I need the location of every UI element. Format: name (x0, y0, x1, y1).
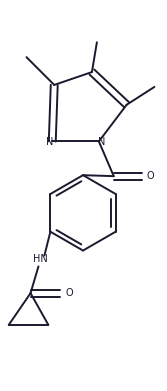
Text: O: O (65, 288, 73, 298)
Text: O: O (147, 171, 154, 181)
Text: HN: HN (33, 255, 48, 264)
Text: N: N (98, 138, 106, 147)
Text: N: N (46, 138, 53, 147)
